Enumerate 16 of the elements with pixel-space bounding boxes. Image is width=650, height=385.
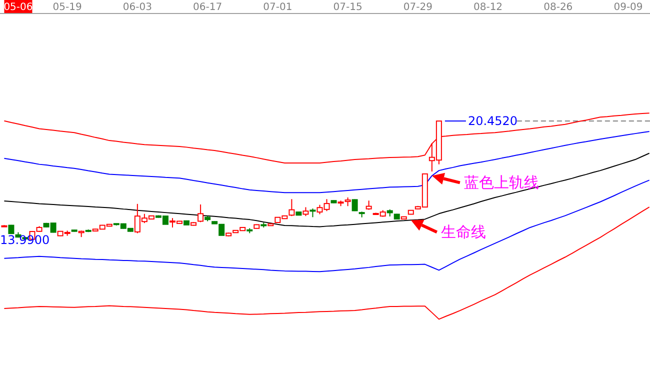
annotation: 蓝色上轨线 <box>464 174 539 192</box>
candlestick <box>366 200 372 210</box>
x-tick-label: 07-29 <box>403 2 432 13</box>
x-tick-label: 05-19 <box>52 2 82 13</box>
x-tick-label: 06-03 <box>122 2 152 13</box>
annotation: 生命线 <box>440 223 486 242</box>
x-tick-label: 08-12 <box>473 2 503 13</box>
x-tick-label: 07-01 <box>263 2 292 13</box>
annotation: 20.4520 <box>468 114 518 128</box>
candlestick <box>198 204 204 223</box>
x-tick-label: 08-26 <box>544 2 573 13</box>
x-tick-label: 06-17 <box>193 2 222 13</box>
annotation: 13.9900 <box>0 233 50 247</box>
x-tick-label: 09-09 <box>614 2 643 13</box>
x-tick-label: 07-15 <box>333 2 362 13</box>
candlestick <box>288 198 295 217</box>
